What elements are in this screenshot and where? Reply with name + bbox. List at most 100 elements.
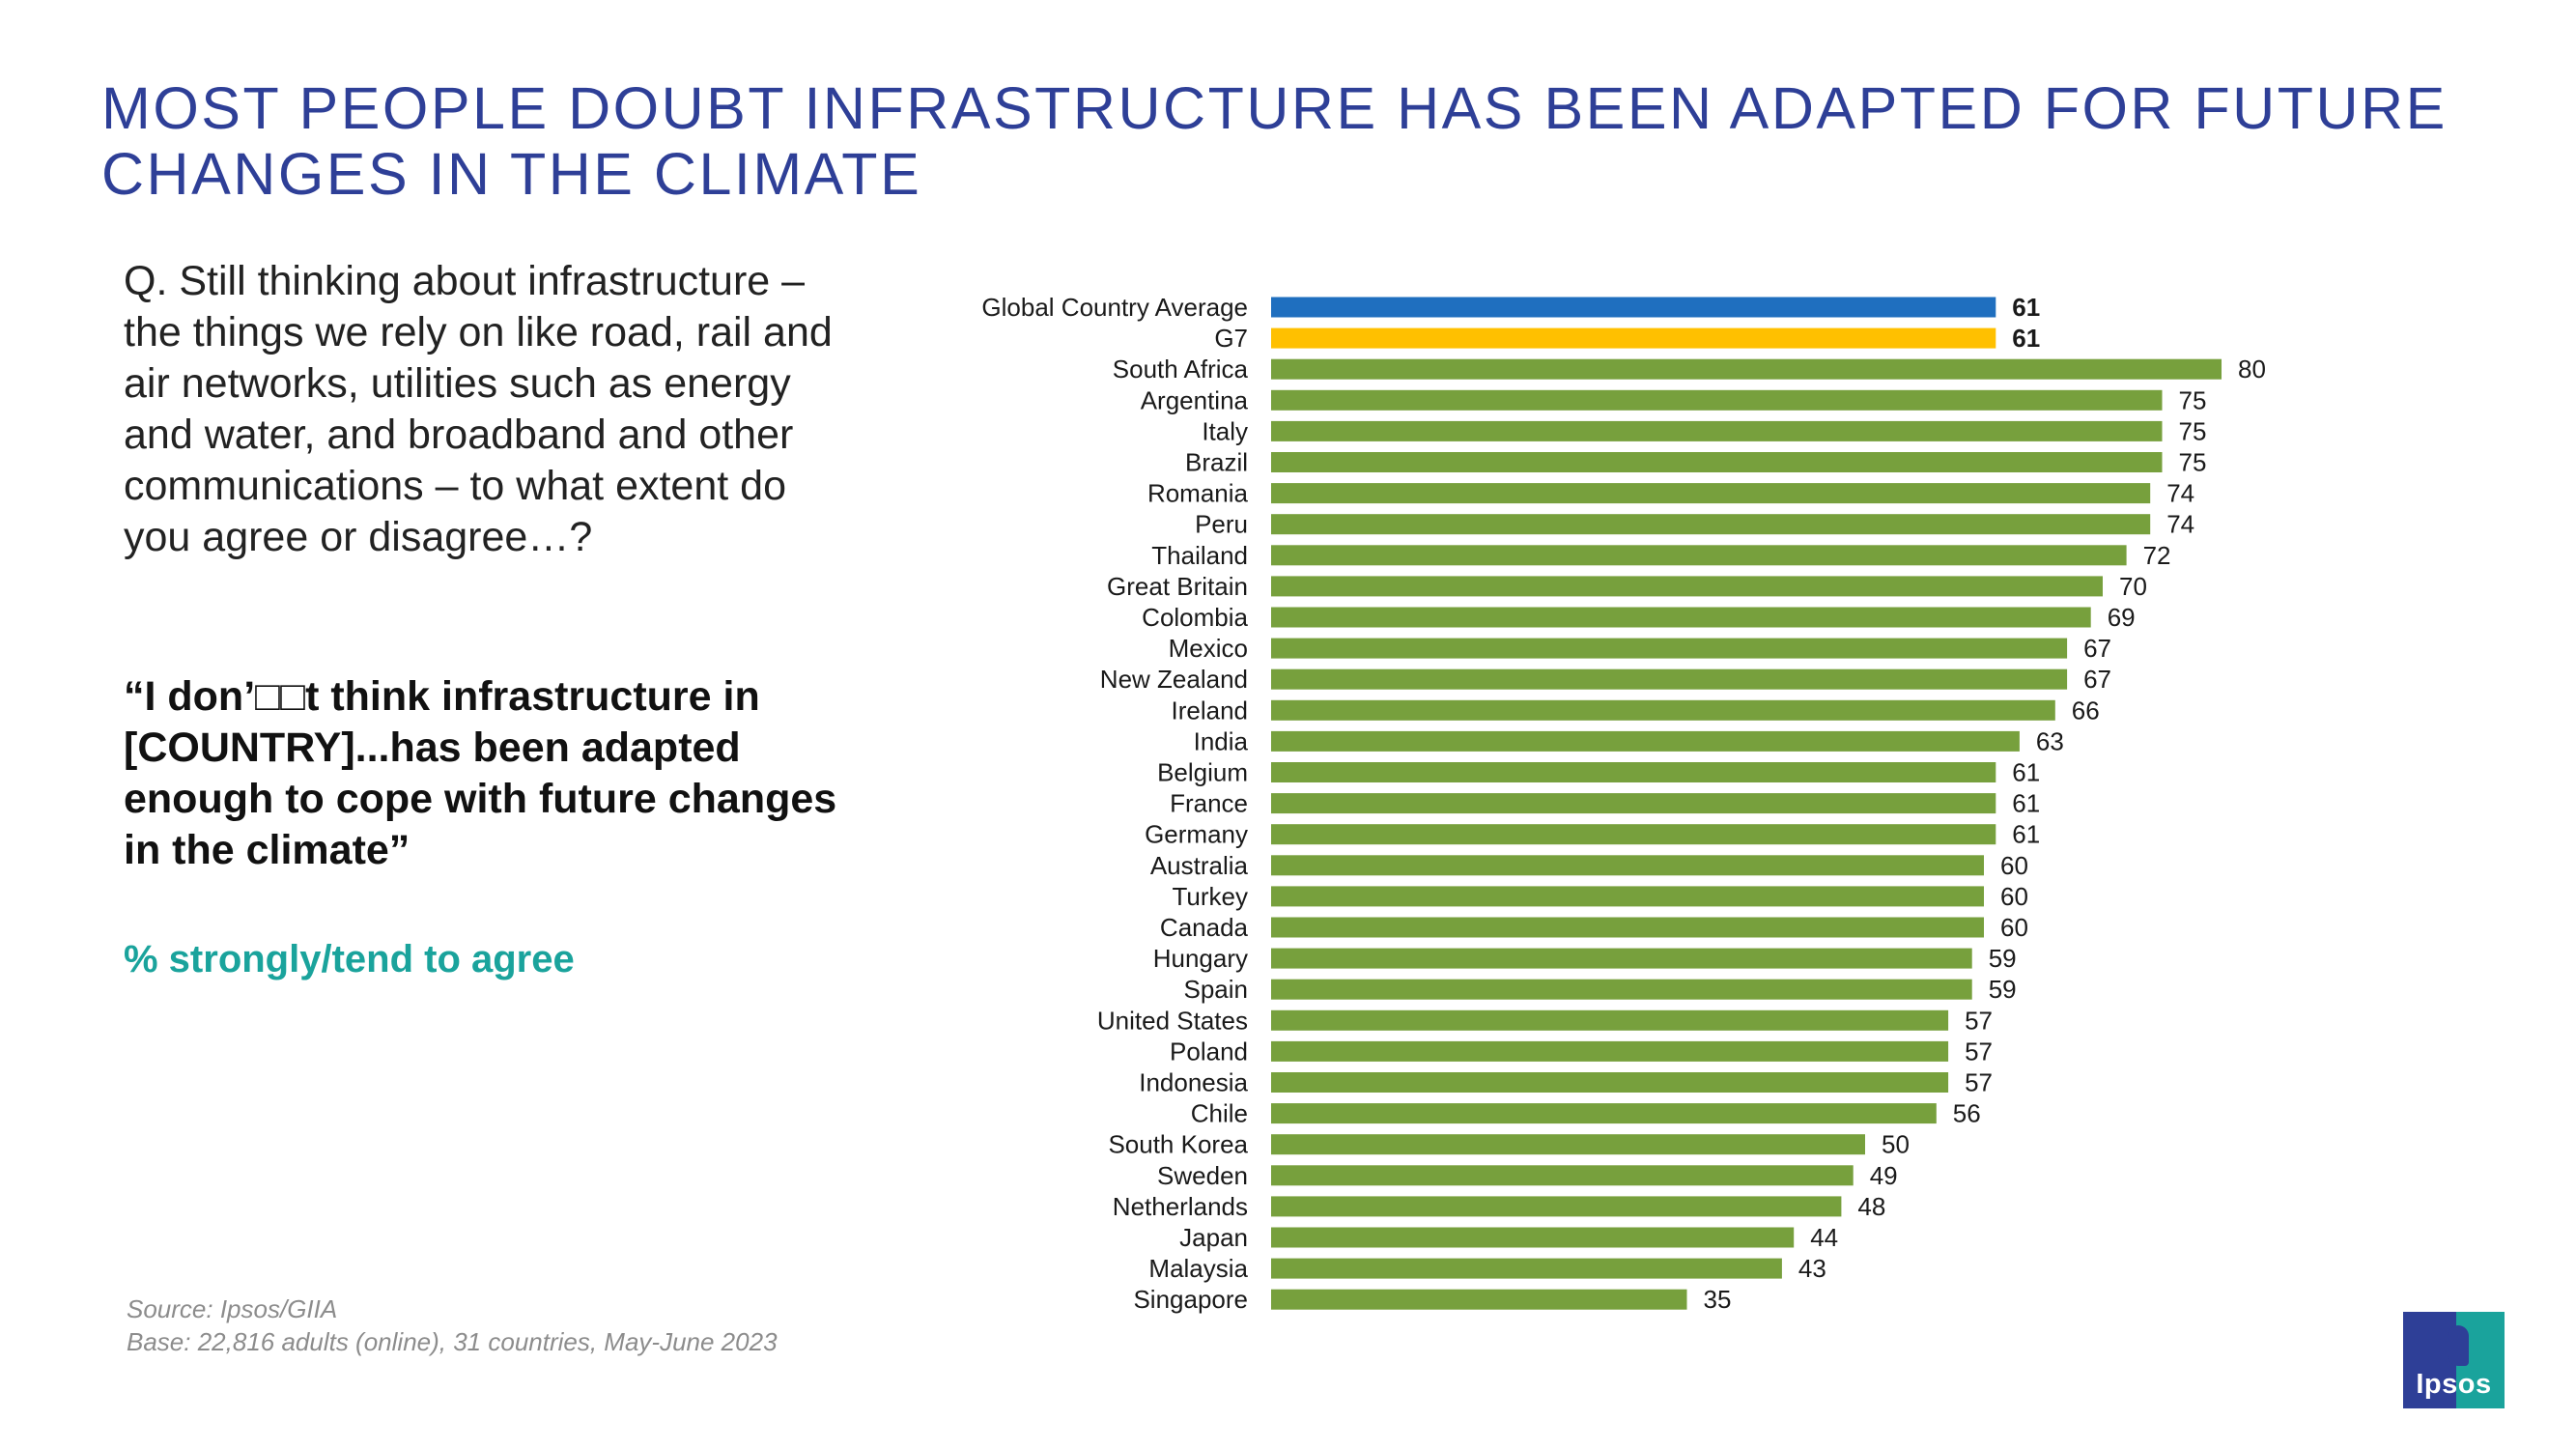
category-label-singapore: Singapore: [1133, 1285, 1248, 1314]
category-label-belgium: Belgium: [1157, 758, 1248, 787]
category-label-great-britain: Great Britain: [1107, 572, 1248, 601]
value-label-colombia: 69: [2108, 603, 2136, 632]
value-label-canada: 60: [2000, 913, 2028, 942]
category-label-peru: Peru: [1195, 510, 1248, 539]
value-label-poland: 57: [1965, 1037, 1993, 1065]
source-note: Source: Ipsos/GIIA Base: 22,816 adults (…: [127, 1293, 996, 1358]
bar-global-country-average: [1271, 297, 1996, 318]
category-label-global-country-average: Global Country Average: [981, 293, 1248, 322]
bar-south-korea: [1271, 1134, 1865, 1155]
value-label-brazil: 75: [2179, 448, 2207, 477]
bar-chile: [1271, 1103, 1937, 1124]
bar-germany: [1271, 824, 1996, 845]
survey-question: Q. Still thinking about infrastructure –…: [124, 258, 833, 560]
bar-spain: [1271, 979, 1972, 1000]
survey-statement: “I don’□□t think infrastructure in [COUN…: [124, 673, 837, 873]
value-label-sweden: 49: [1870, 1161, 1898, 1190]
bar-brazil: [1271, 452, 2163, 472]
bar-india: [1271, 730, 2020, 752]
category-label-new-zealand: New Zealand: [1100, 665, 1248, 694]
bar-thailand: [1271, 545, 2127, 566]
bar-indonesia: [1271, 1072, 1949, 1093]
category-label-chile: Chile: [1191, 1099, 1248, 1128]
category-label-japan: Japan: [1179, 1223, 1248, 1252]
bar-mexico: [1271, 638, 2068, 659]
bar-malaysia: [1271, 1258, 1782, 1279]
category-label-south-korea: South Korea: [1108, 1130, 1248, 1159]
value-label-germany: 61: [2012, 820, 2040, 849]
category-label-malaysia: Malaysia: [1148, 1254, 1248, 1283]
bar-singapore: [1271, 1289, 1687, 1310]
bar-canada: [1271, 917, 1984, 938]
value-label-belgium: 61: [2012, 758, 2040, 787]
category-label-colombia: Colombia: [1142, 603, 1248, 632]
category-label-canada: Canada: [1160, 913, 1249, 942]
value-label-spain: 59: [1989, 975, 2017, 1004]
value-label-global-country-average: 61: [2012, 293, 2040, 322]
value-label-france: 61: [2012, 789, 2040, 818]
category-label-south-africa: South Africa: [1113, 355, 1249, 384]
page-title: MOST PEOPLE DOUBT INFRASTRUCTURE HAS BEE…: [101, 75, 2448, 207]
bar-ireland: [1271, 699, 2055, 721]
bar-g7: [1271, 327, 1996, 349]
source-line: Source: Ipsos/GIIA: [127, 1294, 338, 1323]
value-label-south-korea: 50: [1882, 1130, 1910, 1159]
category-label-sweden: Sweden: [1157, 1161, 1248, 1190]
bar-great-britain: [1271, 576, 2103, 597]
category-label-poland: Poland: [1170, 1037, 1248, 1065]
value-label-peru: 74: [2166, 510, 2194, 539]
bar-netherlands: [1271, 1196, 1842, 1217]
value-label-italy: 75: [2179, 416, 2207, 445]
metric-label: % strongly/tend to agree: [124, 938, 575, 980]
value-label-india: 63: [2036, 726, 2064, 755]
bar-belgium: [1271, 762, 1996, 782]
bar-argentina: [1271, 389, 2163, 411]
category-label-mexico: Mexico: [1169, 634, 1248, 663]
category-label-india: India: [1194, 726, 1249, 755]
value-label-australia: 60: [2000, 851, 2028, 880]
category-label-netherlands: Netherlands: [1113, 1192, 1248, 1221]
ipsos-logo: Ipsos: [2403, 1312, 2505, 1408]
bar-united-states: [1271, 1009, 1949, 1031]
category-label-romania: Romania: [1147, 479, 1249, 508]
value-label-south-africa: 80: [2238, 355, 2266, 384]
base-line: Base: 22,816 adults (online), 31 countri…: [127, 1327, 778, 1356]
value-label-hungary: 59: [1989, 944, 2017, 973]
category-label-brazil: Brazil: [1185, 448, 1248, 477]
bar-australia: [1271, 855, 1984, 876]
logo-head-shape: [2448, 1325, 2469, 1366]
category-label-argentina: Argentina: [1141, 385, 1249, 414]
bar-japan: [1271, 1227, 1795, 1248]
category-label-france: France: [1170, 789, 1248, 818]
bar-france: [1271, 793, 1996, 814]
bar-colombia: [1271, 607, 2091, 628]
value-label-japan: 44: [1810, 1223, 1838, 1252]
value-label-great-britain: 70: [2119, 572, 2147, 601]
value-label-mexico: 67: [2083, 634, 2111, 663]
bar-south-africa: [1271, 358, 2222, 380]
category-label-thailand: Thailand: [1151, 541, 1248, 570]
value-label-new-zealand: 67: [2083, 665, 2111, 694]
value-label-malaysia: 43: [1798, 1254, 1826, 1283]
bar-turkey: [1271, 886, 1984, 907]
bar-hungary: [1271, 948, 1972, 969]
bar-poland: [1271, 1040, 1949, 1062]
category-label-united-states: United States: [1097, 1006, 1248, 1035]
value-label-chile: 56: [1953, 1099, 1981, 1128]
bar-italy: [1271, 420, 2163, 441]
value-label-united-states: 57: [1965, 1006, 1993, 1035]
bar-peru: [1271, 514, 2151, 535]
category-label-spain: Spain: [1184, 975, 1249, 1004]
value-label-argentina: 75: [2179, 385, 2207, 414]
value-label-indonesia: 57: [1965, 1068, 1993, 1097]
category-label-italy: Italy: [1202, 416, 1248, 445]
category-label-germany: Germany: [1145, 820, 1248, 849]
category-label-australia: Australia: [1150, 851, 1249, 880]
value-label-turkey: 60: [2000, 882, 2028, 911]
value-label-netherlands: 48: [1857, 1192, 1885, 1221]
value-label-g7: 61: [2012, 324, 2040, 353]
bar-sweden: [1271, 1165, 1854, 1186]
value-label-ireland: 66: [2072, 696, 2100, 724]
category-label-g7: G7: [1214, 324, 1248, 353]
